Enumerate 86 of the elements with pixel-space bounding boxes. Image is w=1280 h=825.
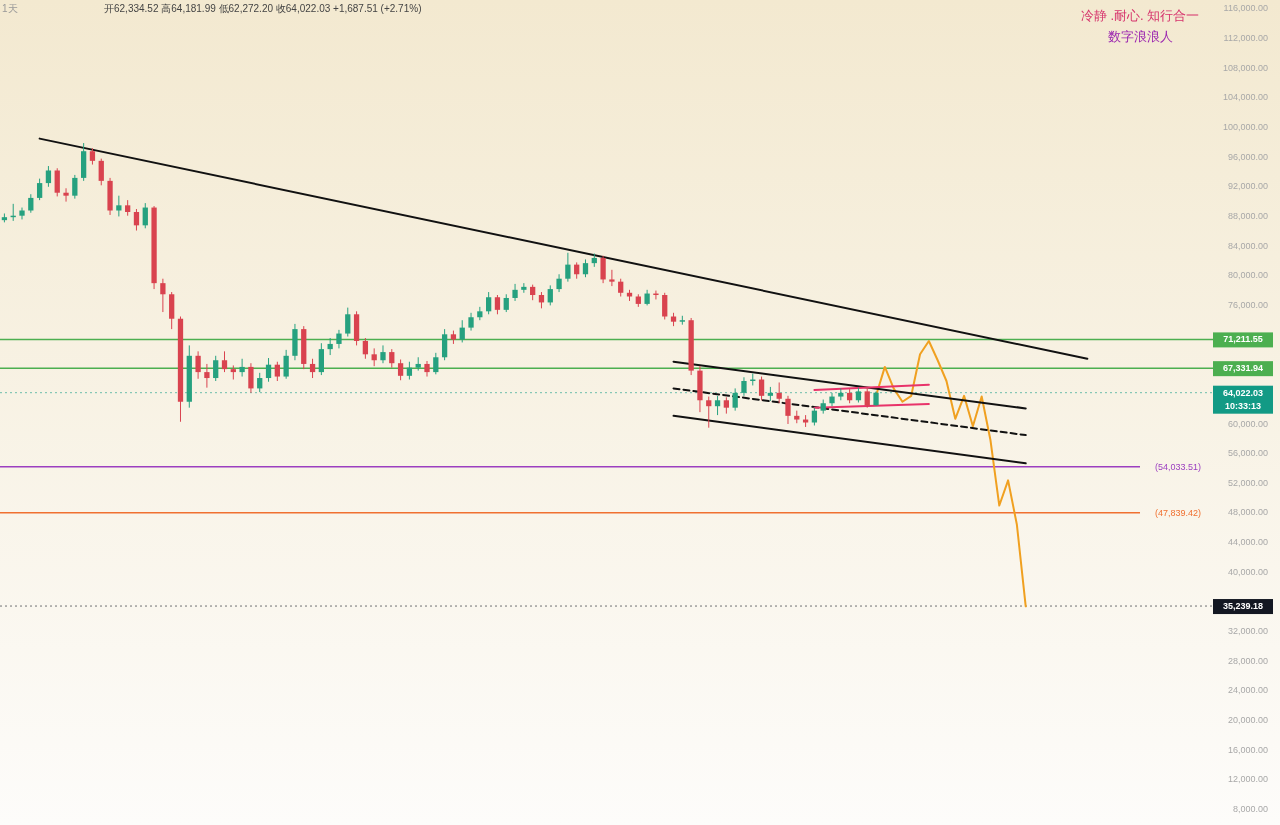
candlestick bbox=[63, 187, 69, 203]
candlestick bbox=[380, 344, 386, 364]
candlestick bbox=[776, 381, 782, 404]
candlestick bbox=[54, 167, 60, 197]
y-tick-label: 28,000.00 bbox=[1227, 655, 1268, 666]
y-tick-label: 12,000.00 bbox=[1227, 774, 1268, 785]
candlestick bbox=[204, 363, 210, 389]
y-tick-label: 40,000.00 bbox=[1227, 566, 1268, 577]
y-tick-label: 96,000.00 bbox=[1227, 151, 1268, 162]
candlestick bbox=[213, 355, 219, 382]
candlestick bbox=[758, 376, 765, 401]
line-series bbox=[875, 339, 1027, 608]
candlestick bbox=[662, 292, 668, 320]
candlestick bbox=[397, 359, 404, 381]
candlestick bbox=[98, 158, 104, 186]
y-tick-label: 116,000.00 bbox=[1223, 3, 1268, 14]
candlestick bbox=[160, 278, 166, 313]
y-tick-label: 60,000.00 bbox=[1227, 418, 1268, 429]
candlestick bbox=[72, 174, 78, 200]
candlestick bbox=[389, 348, 395, 369]
candlestick bbox=[433, 352, 439, 375]
candlestick bbox=[521, 282, 527, 294]
candlestick bbox=[45, 165, 52, 188]
candlestick bbox=[741, 376, 747, 397]
candlestick bbox=[785, 395, 791, 425]
y-tick-label: 48,000.00 bbox=[1227, 507, 1268, 518]
candlestick bbox=[565, 252, 571, 283]
candlestick bbox=[265, 357, 272, 383]
candlestick bbox=[116, 195, 122, 217]
candlestick bbox=[441, 328, 448, 361]
candlestick bbox=[19, 207, 25, 220]
y-tick-label: 104,000.00 bbox=[1222, 92, 1268, 103]
text: 开62,334.52 高64,181.99 低62,272.20 收64,022.03 +1,687.51 (+2.71%) bbox=[104, 3, 422, 14]
y-tick-label: 20,000.00 bbox=[1227, 715, 1268, 725]
y-tick-label: 84,000.00 bbox=[1227, 240, 1268, 251]
candlestick bbox=[195, 350, 201, 380]
y-tick-label: 100,000.00 bbox=[1222, 122, 1268, 133]
candlestick bbox=[494, 294, 501, 315]
y-tick-label: 112,000.00 bbox=[1223, 33, 1268, 44]
candlestick bbox=[609, 269, 615, 287]
ref-line-label: (47,839.42) bbox=[1154, 507, 1202, 518]
y-tick-label: 56,000.00 bbox=[1227, 448, 1268, 459]
candlestick bbox=[142, 202, 148, 229]
ref-line-label: 64,022.03 10:33:13 bbox=[1222, 387, 1264, 411]
candlestick bbox=[512, 283, 518, 302]
candlestick bbox=[336, 329, 342, 349]
candlestick bbox=[283, 349, 289, 380]
candlestick bbox=[28, 193, 34, 214]
y-tick-label: 88,000.00 bbox=[1227, 210, 1268, 221]
candlestick bbox=[221, 350, 228, 373]
candlestick bbox=[257, 372, 263, 393]
candlestick bbox=[829, 392, 835, 407]
ref-line-label: (54,033.51) bbox=[1154, 461, 1202, 472]
ref-line-label: 67,331.94 bbox=[1222, 363, 1264, 374]
candlestick bbox=[424, 360, 430, 378]
y-tick-label: 108,000.00 bbox=[1222, 62, 1268, 73]
candlestick bbox=[36, 178, 43, 201]
candlestick bbox=[864, 387, 870, 409]
y-tick-label: 16,000.00 bbox=[1227, 744, 1268, 755]
y-tick-label: 32,000.00 bbox=[1227, 626, 1268, 637]
candlestick bbox=[547, 284, 553, 306]
y-tick-label: 92,000.00 bbox=[1227, 181, 1268, 192]
text: 冷静 .耐心. 知行合一 bbox=[1080, 8, 1200, 23]
y-tick-label: 80,000.00 bbox=[1227, 270, 1268, 281]
ref-line-label: 71,211.55 bbox=[1223, 334, 1263, 345]
candlestick bbox=[706, 396, 712, 429]
y-tick-label: 24,000.00 bbox=[1227, 685, 1268, 696]
candlestick bbox=[239, 358, 245, 378]
chart-title: 1天 bbox=[2, 3, 18, 14]
candlestick bbox=[345, 307, 351, 338]
candlestick bbox=[133, 208, 140, 232]
candlestick bbox=[318, 342, 324, 376]
y-tick-label: 44,000.00 bbox=[1227, 537, 1268, 548]
candlestick bbox=[309, 358, 316, 379]
y-tick-label: 8,000.00 bbox=[1232, 803, 1268, 814]
y-tick-label: 52,000.00 bbox=[1227, 477, 1268, 488]
candlestick bbox=[486, 291, 492, 315]
candlestick bbox=[248, 362, 254, 394]
ref-line-label: 35,239.18 bbox=[1222, 601, 1264, 612]
candlestick bbox=[600, 255, 606, 284]
candlestick bbox=[714, 395, 721, 416]
candlestick bbox=[362, 337, 369, 360]
text: 数字浪浪人 bbox=[1107, 29, 1173, 44]
candlestick bbox=[732, 387, 738, 412]
y-tick-label: 76,000.00 bbox=[1227, 299, 1268, 310]
candlestick bbox=[274, 361, 280, 382]
